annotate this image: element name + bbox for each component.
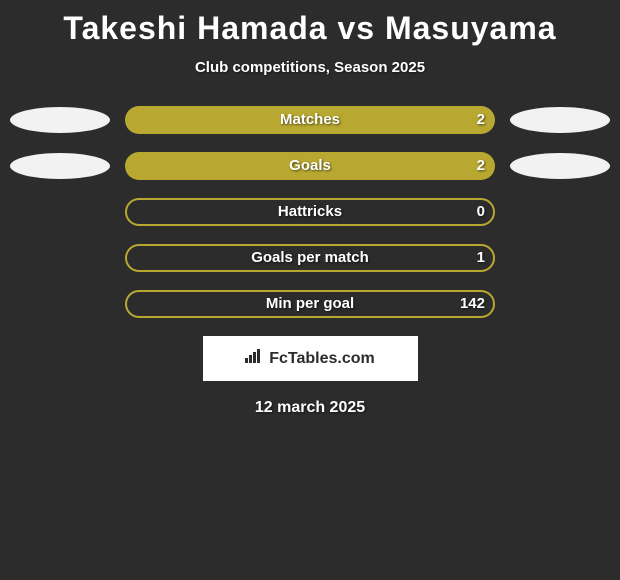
stat-value: 1 [477,244,485,272]
stat-row: Min per goal142 [10,290,610,318]
chart-area: Matches2Goals2Hattricks0Goals per match1… [0,106,620,318]
attribution-text: FcTables.com [269,350,375,368]
stat-row: Matches2 [10,106,610,134]
stat-bar: Goals per match1 [125,244,495,272]
player-ellipse-left [10,153,110,179]
stat-bar: Min per goal142 [125,290,495,318]
stat-value: 2 [477,106,485,134]
stat-row: Hattricks0 [10,198,610,226]
stat-label: Goals per match [125,244,495,272]
stat-row: Goals per match1 [10,244,610,272]
player-ellipse-right [510,107,610,133]
date-label: 12 march 2025 [0,399,620,417]
stat-value: 2 [477,152,485,180]
player-ellipse-left [10,107,110,133]
stat-label: Goals [125,152,495,180]
stat-label: Min per goal [125,290,495,318]
page-title: Takeshi Hamada vs Masuyama [0,0,620,47]
stat-label: Hattricks [125,198,495,226]
stat-value: 142 [460,290,485,318]
stat-bar: Goals2 [125,152,495,180]
chart-icon [245,349,263,368]
stat-bar: Matches2 [125,106,495,134]
stat-label: Matches [125,106,495,134]
subtitle: Club competitions, Season 2025 [0,59,620,76]
player-ellipse-right [510,153,610,179]
stat-row: Goals2 [10,152,610,180]
attribution-badge: FcTables.com [203,336,418,381]
stat-bar: Hattricks0 [125,198,495,226]
stat-value: 0 [477,198,485,226]
